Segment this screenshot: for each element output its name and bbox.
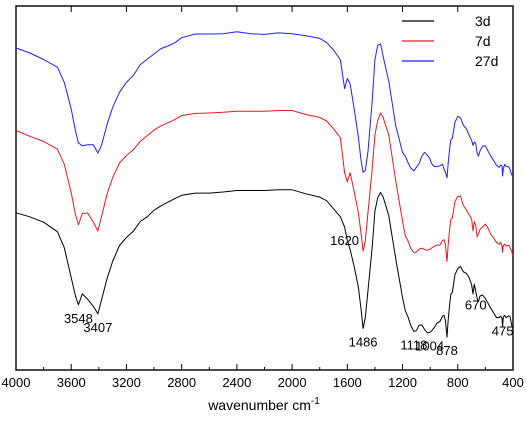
series-line-3d: [15, 189, 514, 338]
peak-label-1004: 1004: [415, 339, 444, 354]
peak-label-3548: 3548: [64, 311, 93, 326]
peak-label-1620: 1620: [330, 233, 359, 248]
x-axis-label-unit-exponent: -1: [311, 396, 320, 407]
peak-label-670: 670: [465, 297, 487, 312]
peak-label-475: 475: [492, 324, 514, 339]
peak-label-878: 878: [436, 343, 458, 358]
legend-label-3d: 3d: [475, 13, 491, 29]
x-axis-label-text: wavenumber cm: [207, 397, 311, 413]
peak-label-1118: 1118: [400, 337, 427, 352]
x-tick-label-2000: 2000: [278, 375, 307, 390]
x-axis-label: wavenumber cm-1: [207, 396, 320, 413]
x-tick-label-1200: 1200: [388, 375, 417, 390]
x-tick-label-3200: 3200: [112, 375, 141, 390]
legend-label-7d: 7d: [475, 33, 491, 49]
x-tick-label-800: 800: [447, 375, 469, 390]
peak-label-3407: 3407: [83, 320, 112, 335]
x-axis: 4000 3600 3200 2800 2400 2000 1600 1200 800 400: [2, 6, 524, 390]
x-tick-label-3600: 3600: [57, 375, 86, 390]
peak-label-1486: 1486: [349, 335, 378, 350]
x-tick-label-4000: 4000: [2, 375, 31, 390]
series-line-27d: [15, 31, 514, 179]
x-tick-label-2400: 2400: [222, 375, 251, 390]
x-tick-label-1600: 1600: [333, 375, 362, 390]
series-layer: [15, 31, 514, 338]
legend: 3d 7d 27d: [402, 13, 498, 69]
x-tick-label-2800: 2800: [167, 375, 196, 390]
legend-label-27d: 27d: [475, 53, 498, 69]
series-line-7d: [15, 110, 514, 262]
x-tick-label-400: 400: [502, 375, 524, 390]
